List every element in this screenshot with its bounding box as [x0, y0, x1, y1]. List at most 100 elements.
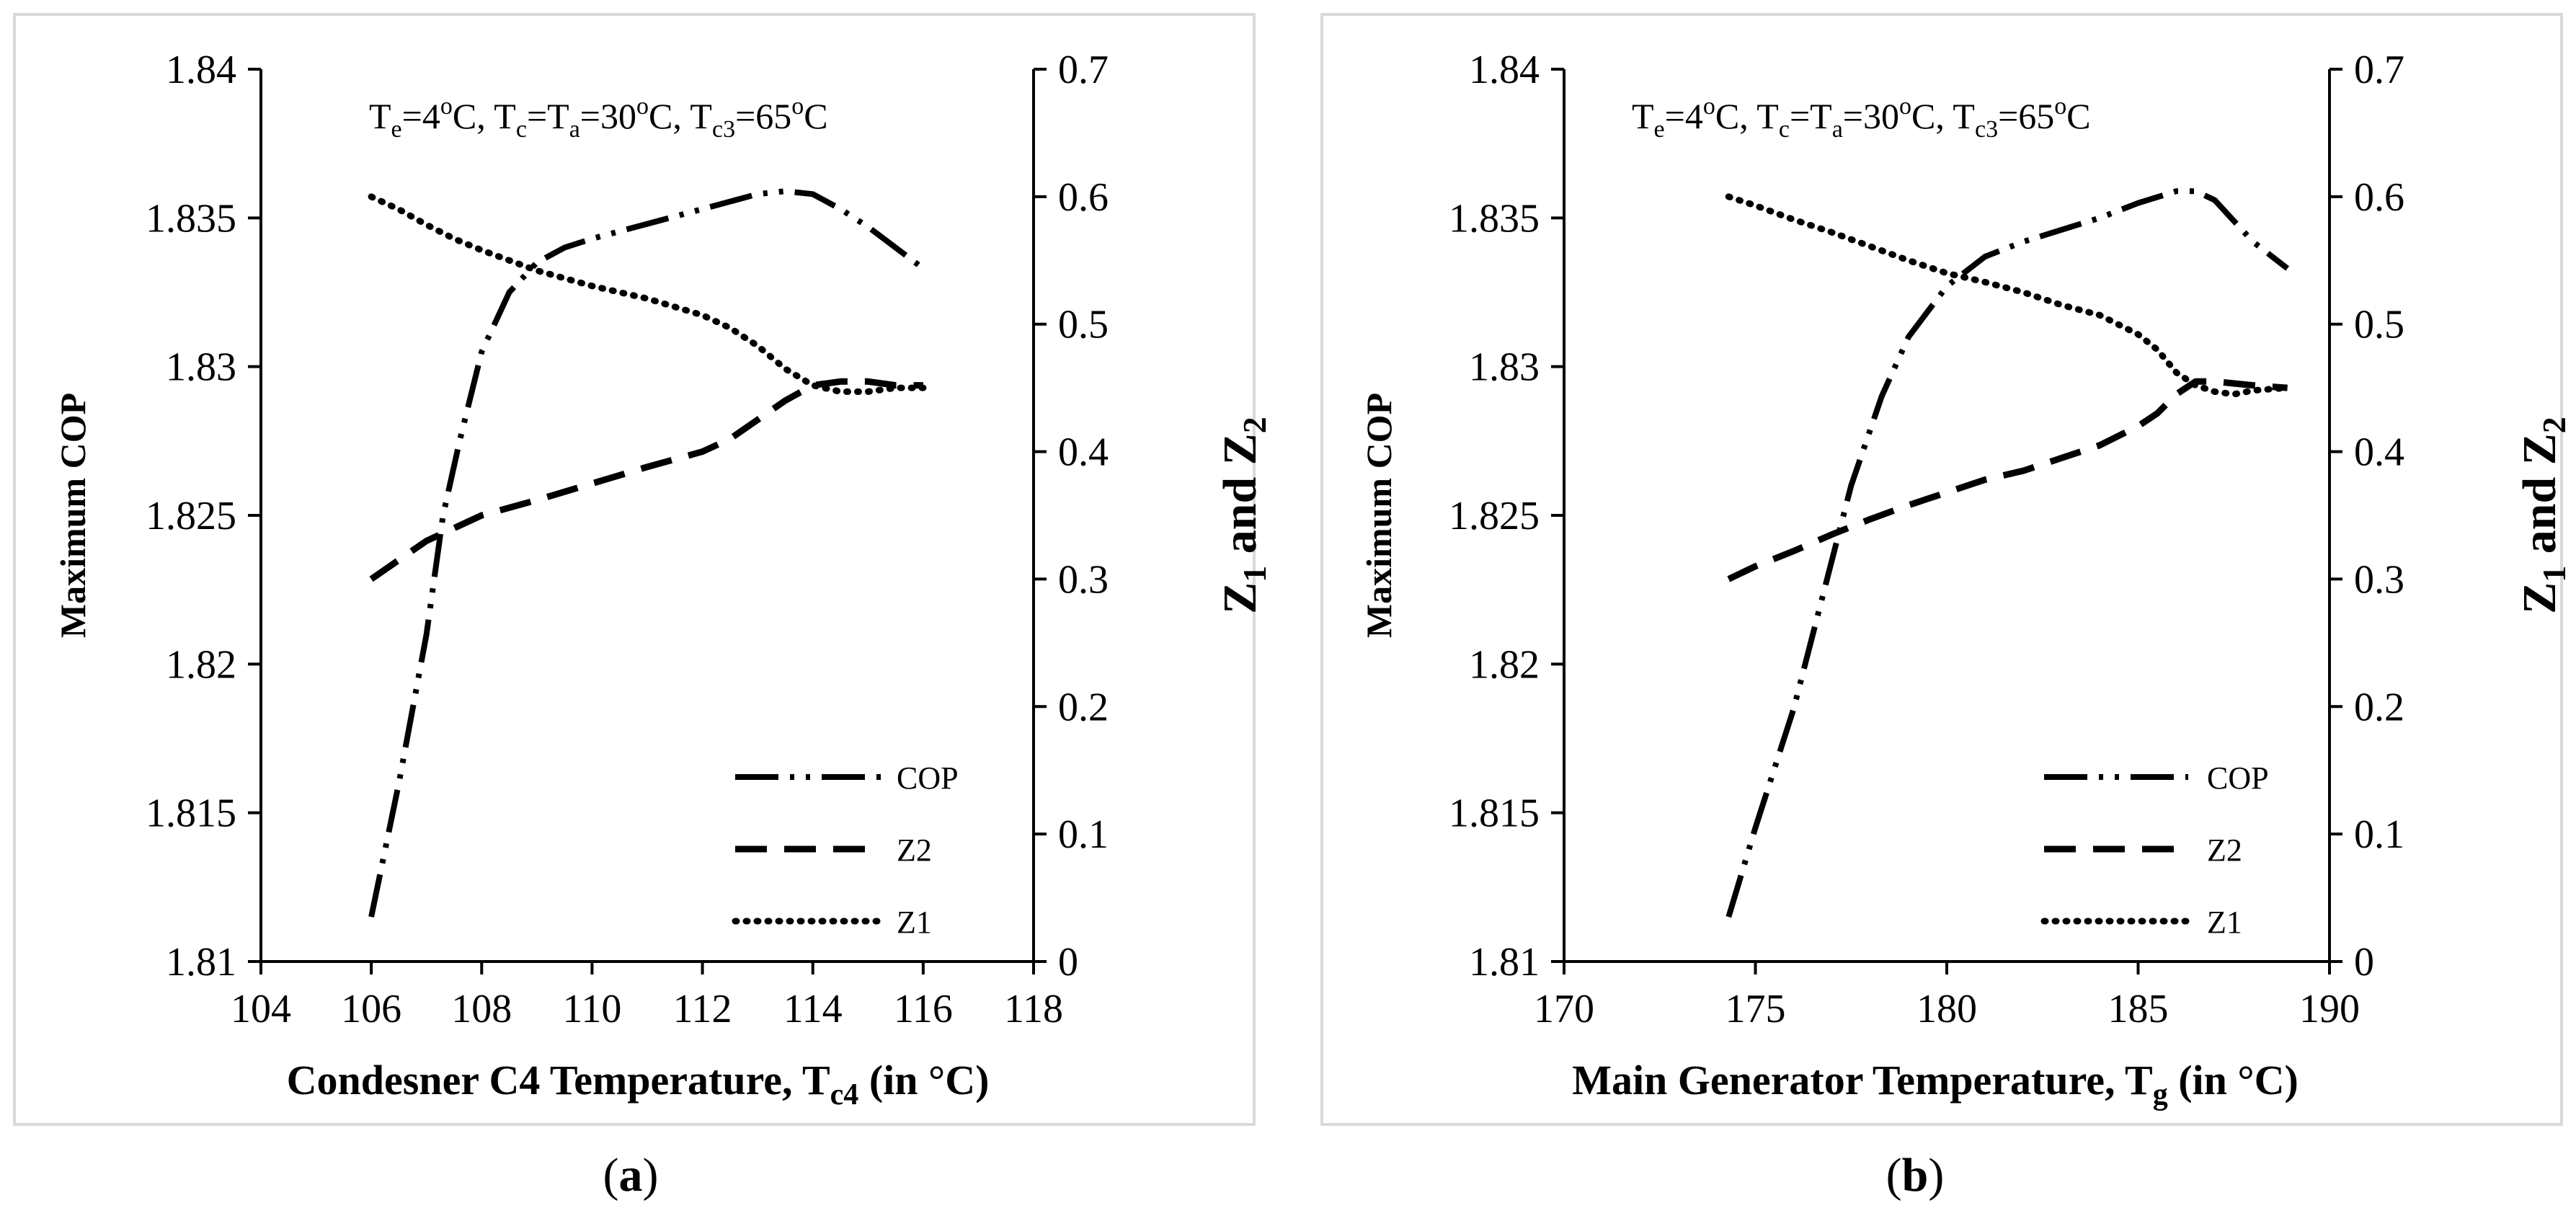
y-tick-label-right: 0.3 [1058, 557, 1109, 602]
y-axis-label-right-z2: Z [1214, 433, 1266, 465]
y-tick-label-right: 0.2 [2354, 685, 2404, 729]
annotation-part: =30 [1843, 96, 1899, 136]
y-tick-label-right: 0.4 [2354, 430, 2404, 475]
annotation-part: o [636, 93, 649, 120]
y-axis-label-right-sub1: 1 [1236, 566, 1273, 582]
y-tick-label-left: 1.81 [166, 940, 236, 985]
y-tick-label-right: 0.5 [1058, 303, 1109, 347]
y-tick-label-left: 1.835 [1449, 196, 1540, 241]
panel-b: 1.81 1.815 1.82 1.825 1.83 1.835 1.84 0 0.1 0.2 0.… [1320, 13, 2572, 1202]
panel-caption: (b) [1886, 1149, 1945, 1202]
x-tick-label: 175 [1726, 987, 1786, 1031]
y-tick-label-right: 0.1 [2354, 812, 2404, 857]
annotation-part: o [791, 93, 804, 120]
annotation-part: c3 [1975, 116, 1998, 143]
y-axis-label-right-sub2: 2 [1236, 417, 1273, 433]
y-tick-label-left: 1.835 [146, 196, 236, 241]
annotation-part: o [440, 93, 453, 120]
caption-letter: b [1902, 1149, 1929, 1202]
x-tick-label: 180 [1917, 987, 1977, 1031]
legend-label-z2: Z2 [897, 832, 932, 868]
y-tick-label-left: 1.815 [1449, 791, 1540, 836]
x-tick-label: 106 [341, 987, 401, 1031]
y-axis-label-right-sub1: 1 [2536, 566, 2572, 582]
annotation-part: a [569, 116, 580, 143]
legend-label-z2: Z2 [2207, 832, 2242, 868]
annotation-part: C, T [453, 96, 516, 136]
y-tick-label-right: 0.1 [1058, 812, 1109, 857]
y-tick-label-left: 1.81 [1469, 940, 1540, 985]
annotation-part: T [369, 96, 391, 136]
x-axis-label-text: Main Generator Temperature, T [1572, 1057, 2153, 1104]
y-tick-label-right: 0.7 [2354, 48, 2404, 92]
caption-close: ) [643, 1149, 659, 1202]
annotation-part: =T [527, 96, 569, 136]
annotation-part: =65 [1998, 96, 2054, 136]
annotation-part: o [1899, 93, 1911, 120]
y-tick-label-right: 0.3 [2354, 557, 2404, 602]
annotation-part: e [391, 116, 402, 143]
y-axis-label-right: Z1 and Z2 [2513, 417, 2572, 613]
annotation-part: c [516, 116, 527, 143]
y-tick-label-left: 1.84 [1469, 48, 1540, 92]
annotation-part: T [1632, 96, 1654, 136]
y-tick-label-right: 0.4 [1058, 430, 1109, 475]
y-tick-label-left: 1.825 [146, 494, 236, 538]
x-tick-label: 112 [673, 987, 732, 1031]
annotation-part: =T [1790, 96, 1832, 136]
x-axis-label-unit: (in °C) [858, 1057, 989, 1104]
x-tick-label: 104 [231, 987, 291, 1031]
y-axis-label-right-z2: Z [2513, 433, 2566, 465]
annotation-part: o [1703, 93, 1715, 120]
series-line-z2 [1727, 378, 2288, 582]
y-tick-label-left: 1.825 [1449, 494, 1540, 538]
y-axis-label-right-and: and [1214, 465, 1266, 565]
x-tick-label: 116 [894, 987, 953, 1031]
y-tick-label-left: 1.84 [166, 48, 236, 92]
x-axis-label-sub: c4 [830, 1078, 859, 1111]
y-tick-label-right: 0.5 [2354, 303, 2404, 347]
legend-label-z1: Z1 [2207, 905, 2242, 940]
x-tick-label: 190 [2299, 987, 2360, 1031]
y-tick-label-left: 1.83 [1469, 345, 1540, 390]
legend-label-cop: COP [897, 760, 959, 796]
panel-caption: (a) [603, 1149, 659, 1202]
y-tick-label-left: 1.83 [166, 345, 236, 390]
series-line-cop [1726, 188, 2290, 918]
annotation-part: c [1779, 116, 1790, 143]
y-axis-label-left: Maximum COP [1359, 393, 1399, 638]
x-axis-label-sub: g [2153, 1078, 2168, 1111]
y-axis-label-right-z1: Z [2513, 582, 2566, 614]
annotation-part: C, T [649, 96, 712, 136]
annotation-part: =65 [735, 96, 791, 136]
y-axis-label-right-z1: Z [1214, 582, 1266, 614]
annotation-part: C, T [1911, 96, 1975, 136]
x-tick-label: 118 [1004, 987, 1063, 1031]
x-axis-label-text: Condesner C4 Temperature, T [287, 1057, 830, 1104]
x-tick-label: 185 [2108, 987, 2169, 1031]
y-axis-label-right-sub2: 2 [2536, 417, 2572, 433]
y-axis-label-left: Maximum COP [53, 393, 93, 638]
y-tick-label-right: 0 [1058, 940, 1078, 985]
annotation-part: a [1832, 116, 1843, 143]
y-tick-label-left: 1.815 [146, 791, 236, 836]
caption-open: ( [1886, 1149, 1902, 1202]
annotation-part: o [2054, 93, 2066, 120]
y-tick-label-right: 0.6 [2354, 175, 2404, 220]
panel-a: 1.81 1.815 1.82 1.825 1.83 1.835 1.84 0 0.1 0.2 0.… [13, 13, 1273, 1202]
annotation-part: =4 [402, 96, 440, 136]
caption-close: ) [1928, 1149, 1944, 1202]
annotation-part: C [2066, 96, 2090, 136]
annotation-part: C, T [1715, 96, 1779, 136]
legend-label-cop: COP [2207, 760, 2269, 796]
y-tick-label-left: 1.82 [1469, 642, 1540, 687]
y-tick-label-right: 0 [2354, 940, 2374, 985]
caption-letter: a [619, 1149, 643, 1202]
y-axis-label-right-and: and [2513, 465, 2566, 565]
legend-label-z1: Z1 [897, 905, 932, 940]
annotation-part: =4 [1665, 96, 1703, 136]
annotation-part: e [1654, 116, 1665, 143]
x-tick-label: 110 [562, 987, 621, 1031]
x-tick-label: 114 [783, 987, 843, 1031]
y-tick-label-right: 0.6 [1058, 175, 1109, 220]
